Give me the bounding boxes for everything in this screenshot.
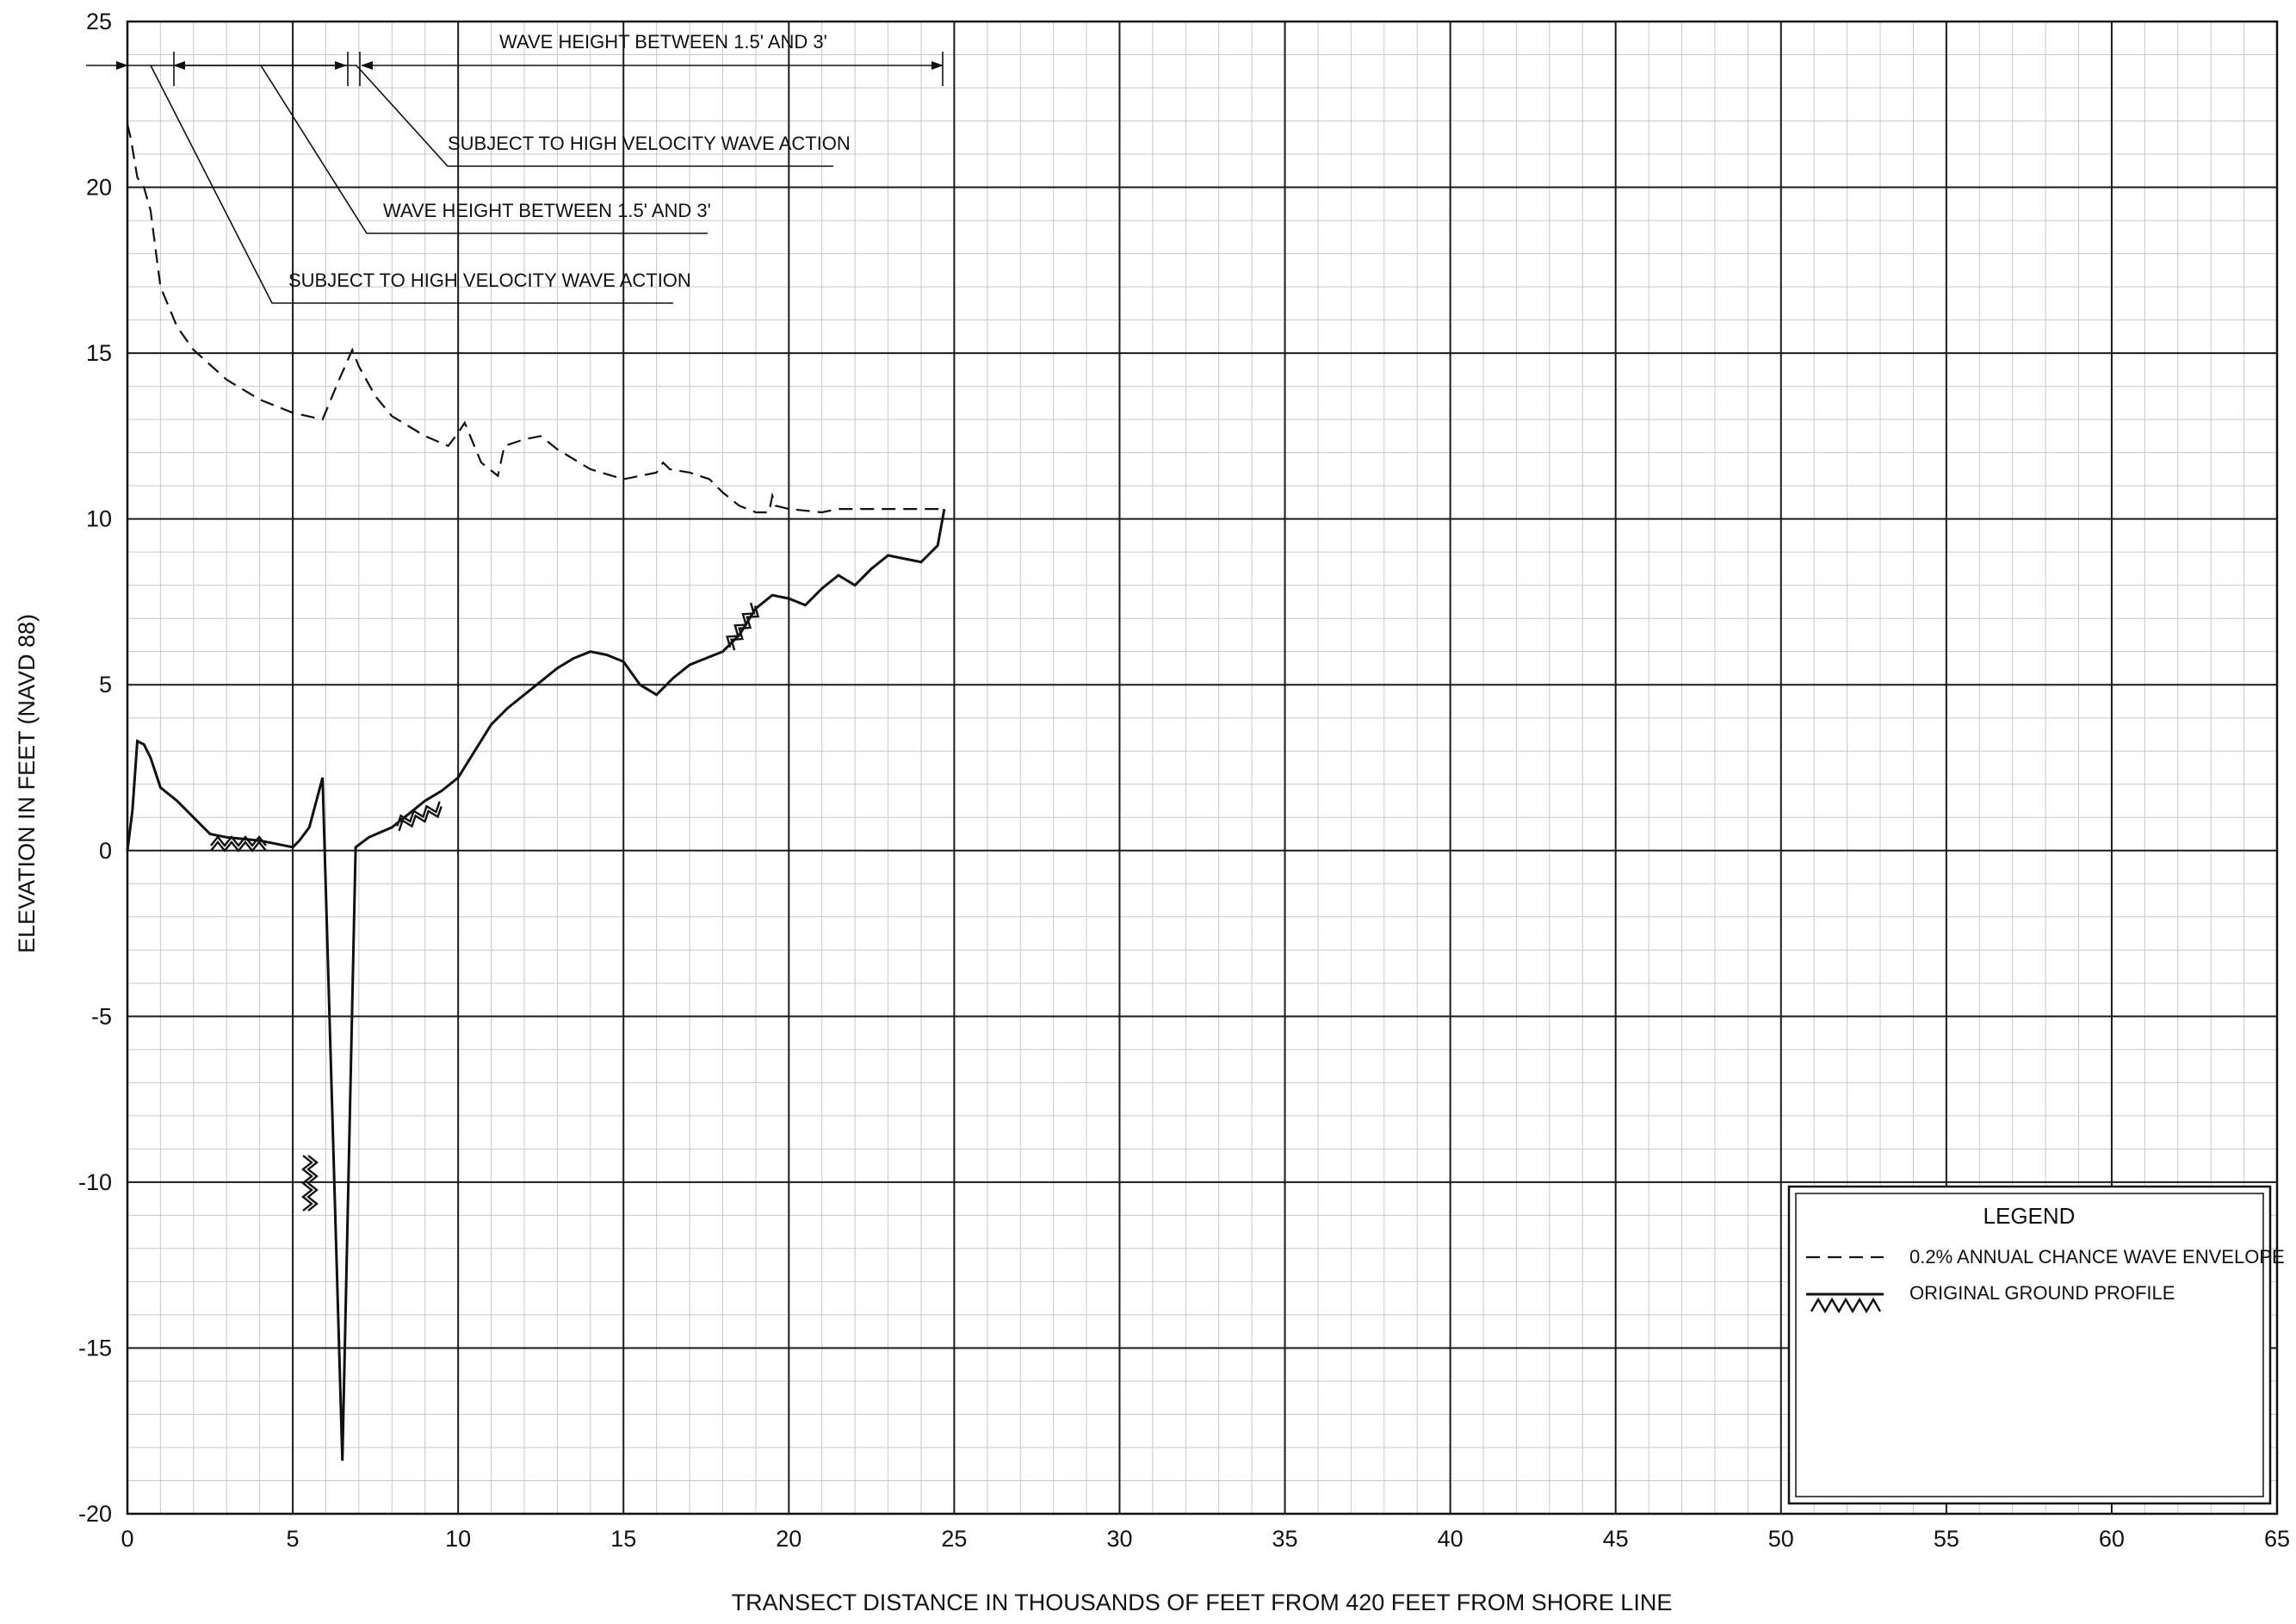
hatch-marker <box>301 1155 319 1212</box>
y-tick-label: -15 <box>78 1335 112 1361</box>
leader-line-3 <box>150 65 673 304</box>
series-line-ground-profile <box>126 508 946 1461</box>
x-tick-label: 10 <box>445 1526 471 1552</box>
y-tick-label: 25 <box>86 9 112 34</box>
y-tick-label: 5 <box>99 672 112 697</box>
plot-frame <box>126 20 2279 1516</box>
x-tick-label: 40 <box>1438 1526 1464 1552</box>
y-tick-label: -5 <box>91 1003 112 1029</box>
x-tick-label: 5 <box>287 1526 300 1552</box>
legend: LEGEND 0.2% ANNUAL CHANCE WAVE ENVELOPE … <box>1787 1185 2285 1505</box>
legend-box-inner <box>1795 1193 2264 1497</box>
y-tick-labels: 25 20 15 10 5 0 -5 -10 -15 -20 <box>78 9 112 1527</box>
x-tick-label: 55 <box>1934 1526 1959 1552</box>
legend-title: LEGEND <box>1983 1203 2076 1229</box>
x-tick-labels: 0 5 10 15 20 25 30 35 40 45 50 55 60 65 <box>121 1526 2290 1552</box>
y-tick-label: -10 <box>78 1169 112 1195</box>
hatch-marker <box>210 835 267 852</box>
legend-swatch-ground-profile <box>1806 1292 1884 1314</box>
legend-label-ground-profile: ORIGINAL GROUND PROFILE <box>1909 1282 2175 1304</box>
y-tick-label: 20 <box>86 175 112 201</box>
annotation-label-3: WAVE HEIGHT BETWEEN 1.5' AND 3' <box>383 200 711 221</box>
hatch-markers <box>210 602 760 1212</box>
series-line-wave-envelope <box>126 124 944 514</box>
y-tick-label: 10 <box>86 506 112 532</box>
annotation-label-2: SUBJECT TO HIGH VELOCITY WAVE ACTION <box>448 133 851 154</box>
x-tick-label: 0 <box>121 1526 133 1552</box>
hatch-marker <box>726 602 760 651</box>
y-axis-title: ELEVATION IN FEET (NAVD 88) <box>14 614 40 953</box>
annotation-label-1: WAVE HEIGHT BETWEEN 1.5' AND 3' <box>499 31 827 53</box>
hatch-marker <box>396 801 442 832</box>
y-tick-label: 0 <box>99 838 112 864</box>
x-tick-label: 60 <box>2099 1526 2125 1552</box>
x-tick-label: 50 <box>1768 1526 1794 1552</box>
x-axis-title: TRANSECT DISTANCE IN THOUSANDS OF FEET F… <box>732 1590 1673 1615</box>
x-tick-label: 45 <box>1603 1526 1629 1552</box>
y-tick-label: 15 <box>86 340 112 366</box>
leader-line-2 <box>260 65 708 234</box>
x-tick-label: 25 <box>941 1526 967 1552</box>
annotation-label-4: SUBJECT TO HIGH VELOCITY WAVE ACTION <box>288 270 691 291</box>
x-tick-label: 30 <box>1106 1526 1132 1552</box>
legend-label-wave-envelope: 0.2% ANNUAL CHANCE WAVE ENVELOPE <box>1909 1246 2285 1268</box>
x-tick-label: 35 <box>1272 1526 1298 1552</box>
x-tick-label: 65 <box>2264 1526 2290 1552</box>
x-tick-label: 15 <box>610 1526 636 1552</box>
minor-grid <box>127 22 2277 1514</box>
annotation-group <box>86 52 944 304</box>
x-tick-label: 20 <box>776 1526 801 1552</box>
legend-box-outer <box>1787 1185 2272 1505</box>
y-tick-label: -20 <box>78 1501 112 1527</box>
leader-line-1 <box>356 65 833 167</box>
